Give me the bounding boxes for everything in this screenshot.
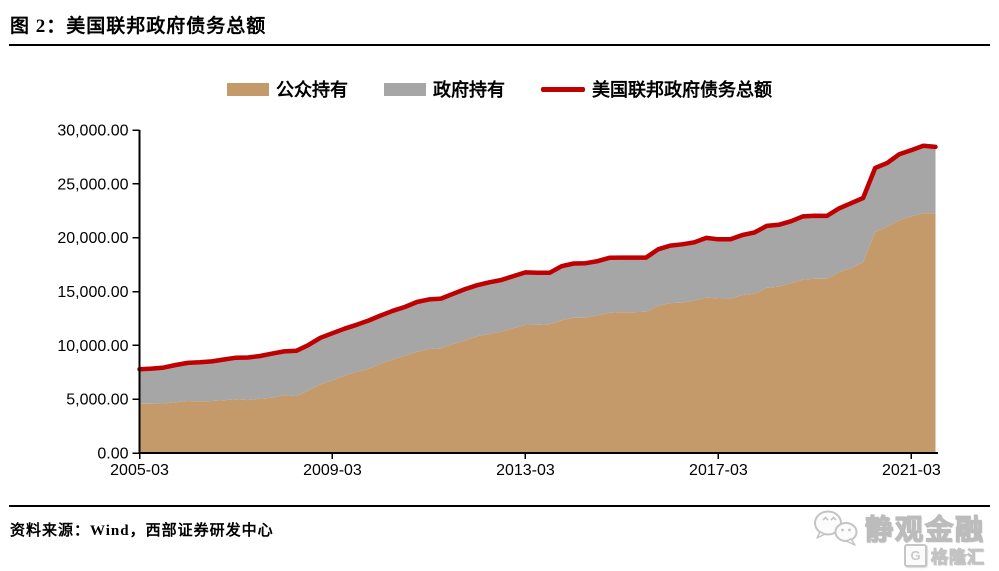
x-tick-label: 2021-03 [882, 462, 941, 479]
legend-item-public-held: 公众持有 [227, 76, 348, 102]
plot-area: 0.00 5,000.00 10,000.00 15,000.00 20,000.00 2… [57, 123, 941, 480]
government-held-swatch [384, 82, 426, 96]
legend-label-total-debt: 美国联邦政府债务总额 [592, 80, 772, 100]
chart-legend: 公众持有 政府持有 美国联邦政府债务总额 [0, 76, 999, 102]
gelonghui-name: 格隆汇 [931, 548, 985, 568]
legend-item-government-held: 政府持有 [384, 76, 505, 102]
y-tick-label: 0.00 [97, 446, 128, 463]
y-tick-label: 25,000.00 [57, 176, 128, 193]
y-tick-label: 10,000.00 [57, 338, 128, 355]
public-held-swatch [227, 82, 269, 96]
gelonghui-logo-icon: G [904, 544, 927, 567]
wechat-account-name: 静观金融 [864, 514, 985, 546]
x-tick-label: 2009-03 [303, 462, 362, 479]
y-tick-label: 30,000.00 [57, 123, 128, 140]
figure-title: 图 2：美国联邦政府债务总额 [10, 16, 267, 37]
legend-label-public-held: 公众持有 [276, 80, 348, 100]
total-debt-line-swatch [541, 86, 585, 92]
x-tick-label: 2005-03 [110, 462, 169, 479]
wechat-bubbles-icon [813, 510, 858, 546]
x-tick-label: 2017-03 [689, 462, 748, 479]
y-tick-label: 20,000.00 [57, 230, 128, 247]
y-tick-label: 5,000.00 [66, 392, 128, 409]
wechat-watermark: 静观金融 [810, 507, 985, 549]
y-tick-label: 15,000.00 [57, 284, 128, 301]
line-total-debt [137, 143, 938, 372]
legend-label-government-held: 政府持有 [433, 80, 505, 100]
footer-divider [9, 505, 990, 507]
legend-item-total-debt: 美国联邦政府债务总额 [541, 76, 772, 102]
x-tick-label: 2013-03 [496, 462, 555, 479]
title-divider [9, 44, 990, 46]
source-note: 资料来源：Wind，西部证券研发中心 [10, 523, 274, 539]
area-public-held [139, 213, 936, 453]
gelonghui-watermark: G 格隆汇 [904, 543, 985, 568]
